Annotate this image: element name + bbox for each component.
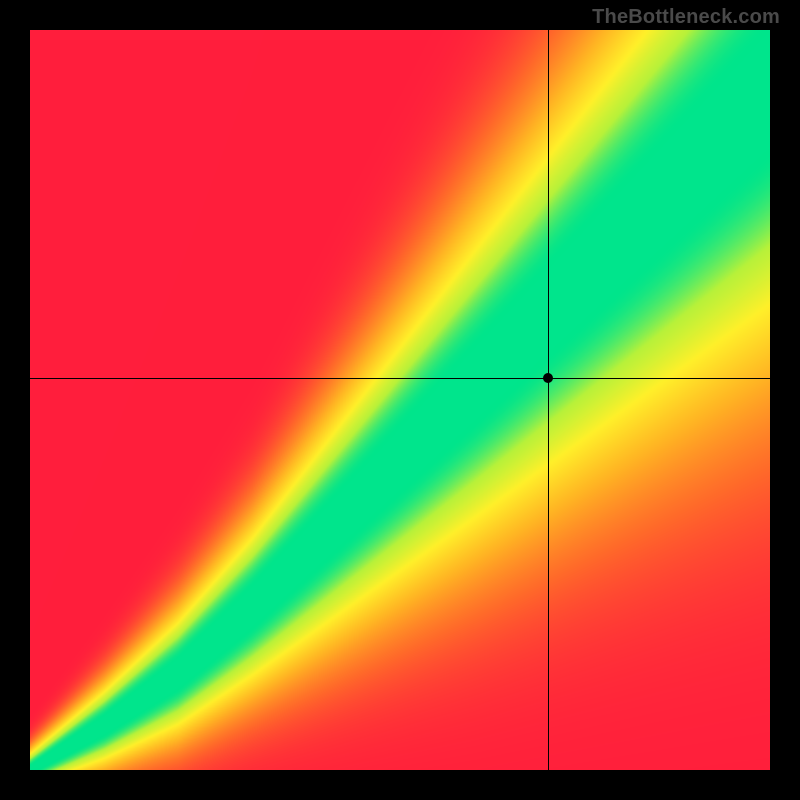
plot-area [30,30,770,770]
crosshair-vertical [548,30,549,770]
watermark-text: TheBottleneck.com [592,6,780,29]
crosshair-horizontal [30,378,770,379]
heatmap-canvas [30,30,770,770]
chart-frame: TheBottleneck.com [0,0,800,800]
crosshair-marker [543,373,553,383]
